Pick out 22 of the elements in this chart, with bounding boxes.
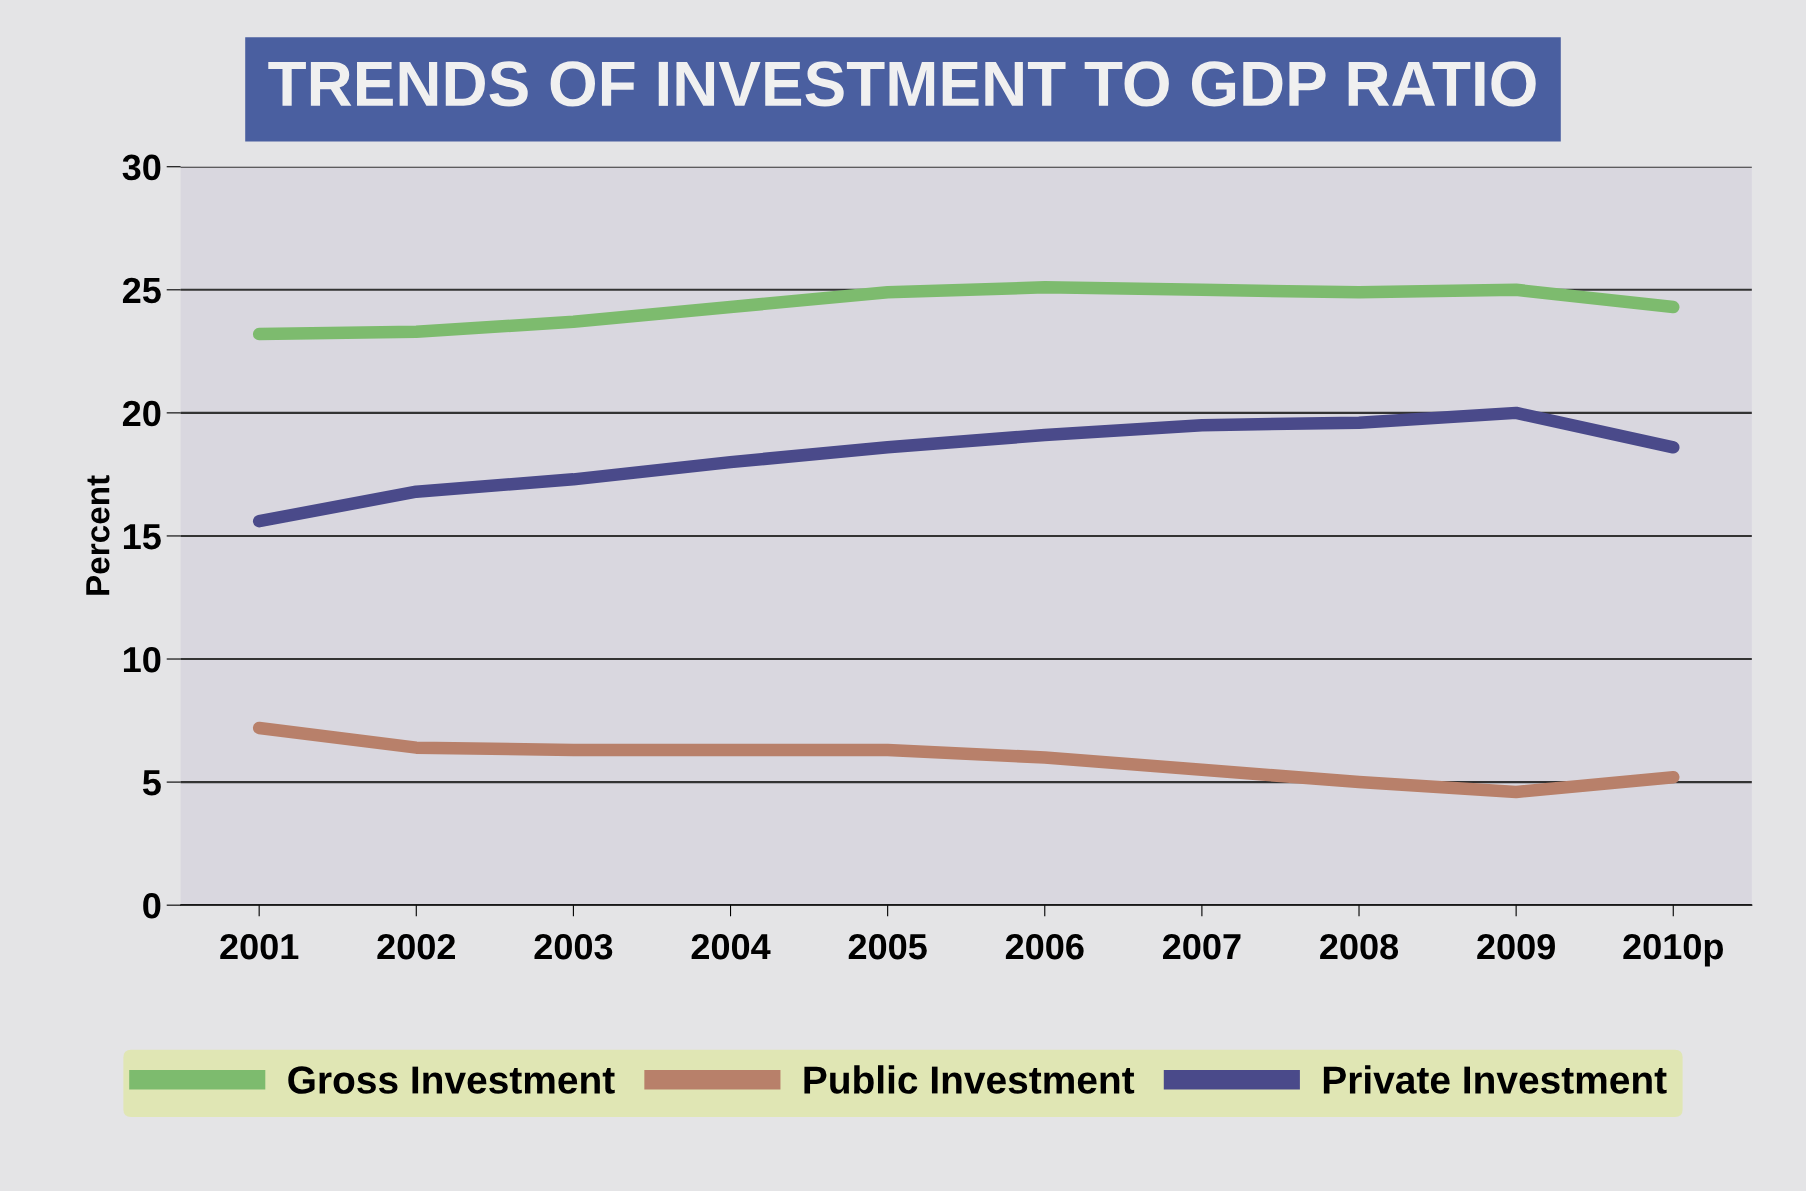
x-tick-label: 2004: [691, 933, 771, 960]
x-tick-label: 2010p: [1623, 933, 1723, 967]
x-tick-label: 2001: [220, 933, 299, 960]
x-tick-label: 2006: [1005, 933, 1084, 960]
y-tick-label: 30: [122, 154, 161, 181]
x-tick-label: 2003: [534, 933, 613, 960]
y-tick-label: 15: [123, 524, 161, 550]
chart-title: TRENDS OF INVESTMENT TO GDP RATIO: [268, 61, 1536, 107]
y-tick-label: 25: [122, 277, 161, 304]
y-tick-label: 0: [143, 893, 161, 919]
x-tick-label: 2007: [1162, 933, 1241, 960]
y-tick-label: 10: [123, 646, 161, 673]
x-tick-label: 2005: [848, 933, 927, 960]
x-tick-label: 2002: [377, 933, 456, 960]
x-tick-label: 2009: [1477, 933, 1555, 960]
legend-label: Public Investment: [804, 1065, 1135, 1094]
legend-label: Gross Investment: [288, 1066, 615, 1094]
y-tick-label: 20: [122, 400, 161, 427]
y-tick-label: 5: [142, 770, 161, 796]
legend-label: Private Investment: [1323, 1065, 1667, 1094]
x-tick-label: 2008: [1320, 933, 1399, 960]
y-axis-title: Percent: [86, 475, 110, 595]
